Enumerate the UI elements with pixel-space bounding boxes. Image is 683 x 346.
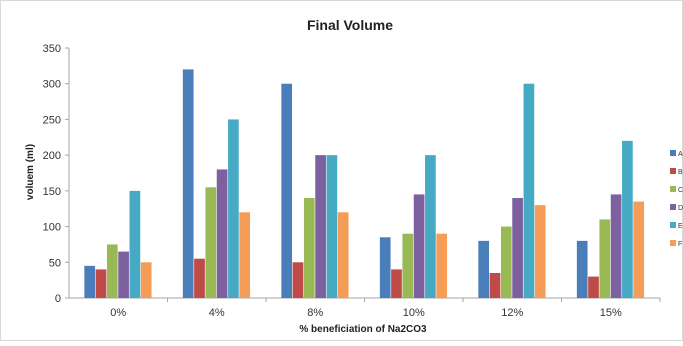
y-tick-label: 100 bbox=[43, 222, 61, 234]
bar-E-4% bbox=[228, 119, 239, 299]
bar-E-15% bbox=[622, 140, 633, 298]
bar-F-12% bbox=[534, 205, 546, 298]
bar-B-15% bbox=[588, 276, 599, 298]
y-tick-label: 50 bbox=[49, 257, 61, 269]
bar-D-12% bbox=[512, 198, 523, 298]
legend-swatch-D bbox=[670, 204, 676, 210]
bar-E-10% bbox=[425, 155, 436, 298]
y-tick-label: 200 bbox=[43, 150, 61, 162]
y-tick-label: 350 bbox=[43, 43, 61, 55]
legend-swatch-F bbox=[670, 240, 676, 246]
bar-D-4% bbox=[216, 169, 228, 298]
y-tick-label: 300 bbox=[43, 79, 61, 91]
bar-B-10% bbox=[391, 269, 402, 298]
bar-F-8% bbox=[337, 212, 349, 298]
y-tick-label: 0 bbox=[55, 293, 61, 305]
legend-label-A: A bbox=[678, 151, 683, 158]
x-axis-label: % beneficiation of Na2CO3 bbox=[299, 324, 427, 335]
x-tick-label: 0% bbox=[110, 307, 126, 319]
x-tick-label: 10% bbox=[403, 307, 425, 319]
legend-swatch-B bbox=[670, 168, 676, 174]
bar-A-10% bbox=[379, 237, 391, 298]
bar-B-12% bbox=[489, 273, 501, 298]
bar-A-12% bbox=[478, 240, 490, 298]
bar-B-8% bbox=[292, 262, 304, 298]
y-tick-label: 250 bbox=[43, 114, 61, 126]
legend-label-E: E bbox=[678, 223, 683, 230]
legend: A B C D E F bbox=[670, 150, 683, 248]
x-tick-label: 8% bbox=[307, 307, 323, 319]
plot-area: 0 50 100 150 200 250 300 350 0% 4% 8% 10% 12% 15% bbox=[43, 43, 661, 319]
x-tick-label: 4% bbox=[209, 307, 225, 319]
bar-D-0% bbox=[118, 251, 129, 298]
bar-D-8% bbox=[315, 155, 326, 298]
bar-F-0% bbox=[140, 262, 152, 298]
bar-C-4% bbox=[205, 187, 217, 298]
legend-swatch-E bbox=[670, 222, 676, 228]
legend-label-F: F bbox=[678, 241, 682, 248]
bar-A-15% bbox=[576, 240, 588, 298]
bar-C-12% bbox=[500, 226, 512, 298]
bar-B-0% bbox=[95, 269, 107, 298]
bar-F-15% bbox=[633, 201, 645, 298]
bar-C-10% bbox=[402, 233, 414, 298]
bar-C-0% bbox=[106, 244, 118, 298]
y-tick-label: 150 bbox=[43, 186, 61, 198]
bar-C-8% bbox=[303, 198, 315, 298]
legend-label-B: B bbox=[678, 169, 683, 176]
bar-C-15% bbox=[599, 219, 611, 298]
legend-swatch-C bbox=[670, 186, 676, 192]
bar-A-4% bbox=[182, 69, 194, 299]
chart-title: Final Volume bbox=[307, 17, 393, 33]
bar-D-10% bbox=[413, 194, 425, 298]
x-tick-label: 15% bbox=[600, 307, 622, 319]
legend-label-C: C bbox=[678, 187, 683, 194]
bar-A-0% bbox=[84, 265, 96, 298]
bar-F-10% bbox=[436, 233, 448, 298]
legend-swatch-A bbox=[670, 150, 676, 156]
bar-F-4% bbox=[239, 212, 251, 298]
y-axis-label: voluem (ml) bbox=[25, 144, 36, 200]
bar-A-8% bbox=[281, 83, 293, 299]
legend-label-D: D bbox=[678, 205, 683, 212]
bar-E-8% bbox=[326, 155, 338, 298]
bar-E-12% bbox=[523, 83, 535, 299]
x-tick-label: 12% bbox=[501, 307, 523, 319]
bar-B-4% bbox=[194, 258, 205, 298]
bar-D-15% bbox=[610, 194, 622, 298]
bar-E-0% bbox=[129, 190, 141, 298]
